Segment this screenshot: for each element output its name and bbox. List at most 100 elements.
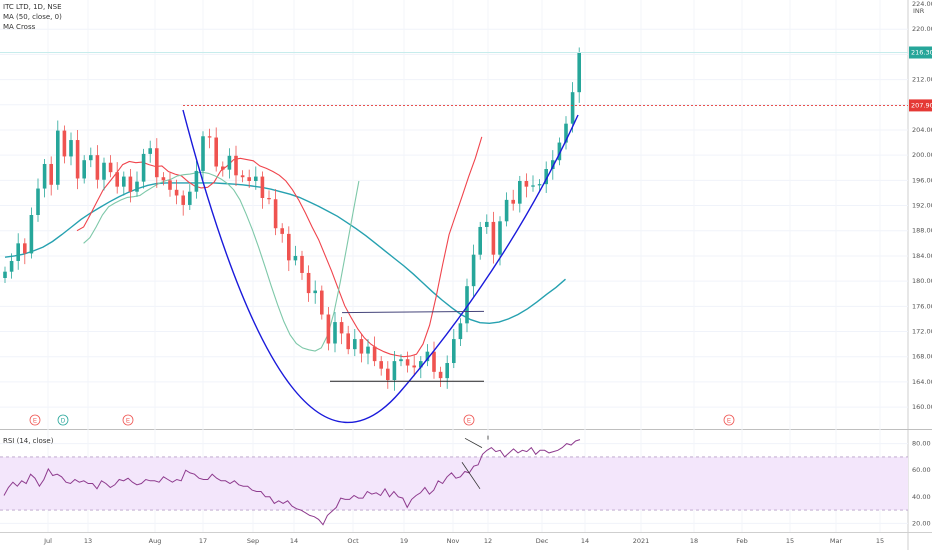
rsi-band [0, 456, 908, 511]
candle-body [504, 199, 509, 222]
candle-body [135, 181, 139, 192]
event-marker[interactable] [463, 414, 475, 426]
candle-body [478, 226, 482, 255]
candle-body [557, 142, 562, 161]
price-tick-label: 160.00 [912, 403, 932, 411]
last-price-label: 216.30 [911, 49, 932, 57]
candle-body [399, 359, 403, 362]
rsi-tick-label: 80.00 [912, 440, 931, 448]
handle-top-line[interactable] [341, 310, 485, 314]
candle-body [333, 322, 337, 344]
candle-body [366, 346, 370, 354]
candle-body [551, 160, 555, 170]
rsi-legend-label[interactable]: RSI (14, close) [3, 437, 54, 445]
candle-body [128, 176, 133, 192]
price-tick-label: 184.00 [912, 252, 932, 260]
candle-body [214, 137, 218, 167]
candle-body [95, 155, 100, 180]
symbol-title[interactable]: ITC LTD, 1D, NSE [3, 3, 62, 11]
candle-body [419, 361, 423, 368]
candle-body [16, 243, 20, 261]
time-tick-label: 15 [876, 537, 884, 545]
candle-body [227, 155, 232, 170]
candle-body [267, 197, 271, 200]
candle-body [564, 123, 568, 143]
ma-cross-label[interactable]: MA Cross [3, 23, 36, 31]
event-marker[interactable] [29, 414, 41, 426]
cup-pattern-curve[interactable] [182, 109, 579, 423]
candle-body [273, 199, 278, 229]
candle-body [577, 52, 581, 93]
price-tick-label: 204.00 [912, 126, 932, 134]
gridlines [0, 0, 908, 532]
candle-body [155, 148, 159, 178]
candle-body [306, 272, 311, 294]
time-tick-label: 14 [581, 537, 589, 545]
candle-body [537, 184, 542, 186]
price-tick-label: 192.00 [912, 202, 932, 210]
price-tick-label: 172.00 [912, 328, 932, 336]
candle-body [386, 368, 390, 381]
candle-body [168, 180, 172, 190]
time-tick-label: 14 [290, 537, 298, 545]
resistance-price-label: 207.90 [911, 102, 932, 110]
candle-body [122, 176, 126, 187]
candle-body [346, 333, 350, 350]
time-tick-label: 12 [484, 537, 492, 545]
price-tick-label: 212.00 [912, 76, 932, 84]
candlestick-series [3, 47, 581, 391]
time-tick-label: 13 [84, 537, 92, 545]
candle-body [458, 323, 463, 340]
candle-body [544, 169, 548, 185]
price-tick-label: 188.00 [912, 227, 932, 235]
candle-body [570, 92, 575, 124]
candle-body [3, 271, 7, 278]
rsi-divergence-line-2[interactable] [464, 437, 483, 448]
last-price-label-bg [909, 46, 932, 59]
candle-body [89, 155, 93, 161]
candle-body [49, 163, 53, 185]
event-marker-label: D [61, 419, 66, 425]
time-tick-label: Mar [830, 537, 843, 545]
rsi-line [3, 439, 581, 526]
candle-body [82, 160, 86, 179]
candle-body [207, 136, 212, 138]
candle-body [69, 140, 73, 157]
rsi-divergence-line[interactable] [461, 462, 481, 490]
event-marker[interactable] [723, 414, 735, 426]
event-marker-label: E [126, 419, 130, 425]
ma-indicator-label[interactable]: MA (50, close, 0) [3, 13, 62, 21]
candle-body [9, 260, 14, 272]
candle-body [247, 177, 251, 181]
price-tick-label: 164.00 [912, 378, 932, 386]
candle-body [141, 153, 146, 182]
candle-body [56, 130, 60, 185]
candle-body [326, 314, 331, 344]
candle-body [36, 188, 40, 215]
price-tick-label: 180.00 [912, 277, 932, 285]
candle-body [531, 185, 535, 187]
candle-body [161, 177, 166, 181]
currency-label[interactable]: INR [913, 7, 925, 15]
candle-body [42, 163, 47, 189]
time-tick-label: 18 [690, 537, 698, 545]
ma50-line [4, 182, 566, 325]
price-tick-label: 200.00 [912, 151, 932, 159]
event-marker[interactable] [122, 414, 134, 426]
candle-body [438, 371, 443, 379]
price-labels: 216.30 207.90 [909, 46, 932, 112]
candle-body [445, 363, 449, 379]
candle-body [287, 233, 291, 261]
event-marker[interactable] [57, 414, 69, 426]
rsi-tick-label: 60.00 [912, 466, 931, 474]
candle-body [29, 215, 34, 254]
rsi-series [3, 435, 581, 526]
candle-body [511, 199, 515, 204]
candle-body [432, 351, 436, 372]
chart-legend: ITC LTD, 1D, NSE MA (50, close, 0) MA Cr… [3, 2, 62, 32]
candle-body [372, 346, 377, 362]
candle-body [174, 189, 179, 196]
time-tick-label: 17 [199, 537, 207, 545]
